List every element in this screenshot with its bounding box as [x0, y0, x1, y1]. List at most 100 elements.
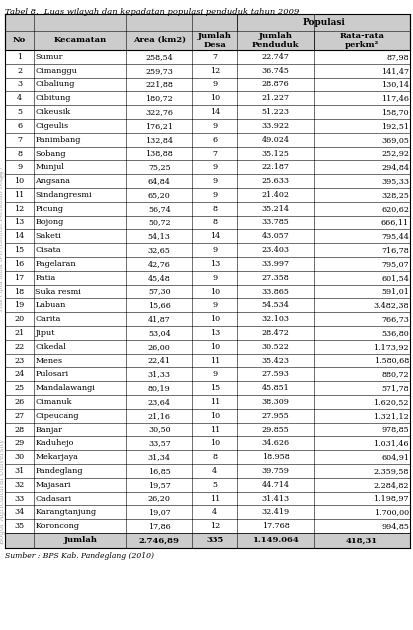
Text: 11: 11 — [210, 357, 220, 365]
Text: Koroncong: Koroncong — [36, 522, 79, 530]
Text: 620,62: 620,62 — [381, 205, 409, 213]
Text: 9: 9 — [17, 163, 22, 171]
Text: 28.472: 28.472 — [261, 329, 290, 337]
Text: 3: 3 — [17, 81, 22, 88]
Text: Kaduhejo: Kaduhejo — [36, 439, 74, 447]
Text: 13: 13 — [14, 219, 25, 227]
Text: 8: 8 — [212, 205, 217, 213]
Text: 22.747: 22.747 — [261, 53, 290, 61]
Bar — [5, 519, 410, 533]
Text: 15: 15 — [210, 384, 220, 392]
Text: 666,11: 666,11 — [381, 219, 409, 227]
Text: 7: 7 — [212, 149, 217, 158]
Text: 11: 11 — [14, 191, 25, 199]
Text: Sumber : BPS Kab. Pandeglang (2010): Sumber : BPS Kab. Pandeglang (2010) — [5, 552, 154, 560]
Text: 536,80: 536,80 — [381, 329, 409, 337]
Text: 33.997: 33.997 — [261, 260, 290, 268]
Text: ©: © — [0, 173, 6, 180]
Text: 418,31: 418,31 — [346, 537, 378, 544]
Text: 258,54: 258,54 — [145, 53, 173, 61]
Text: 80,19: 80,19 — [148, 384, 171, 392]
Text: Suka resmi: Suka resmi — [36, 287, 81, 295]
Text: Patia: Patia — [36, 273, 56, 282]
Text: 11: 11 — [210, 495, 220, 503]
Text: 9: 9 — [212, 246, 217, 254]
Bar — [5, 133, 410, 147]
Text: 35.423: 35.423 — [261, 357, 290, 365]
Text: 26,00: 26,00 — [148, 343, 171, 351]
Bar — [5, 367, 410, 381]
Text: 9: 9 — [212, 81, 217, 88]
Text: 23.403: 23.403 — [261, 246, 290, 254]
Bar — [5, 271, 410, 285]
Text: 9: 9 — [212, 301, 217, 309]
Text: 17.768: 17.768 — [262, 522, 290, 530]
Text: 766,73: 766,73 — [381, 315, 409, 323]
Text: 31.413: 31.413 — [261, 495, 290, 503]
Text: 132,84: 132,84 — [145, 135, 173, 144]
Text: Sindangresmi: Sindangresmi — [36, 191, 92, 199]
Text: 29.855: 29.855 — [262, 425, 290, 433]
Text: 176,21: 176,21 — [145, 122, 173, 130]
Text: 54.534: 54.534 — [261, 301, 290, 309]
Text: 25: 25 — [14, 384, 25, 392]
Text: Majasari: Majasari — [36, 481, 71, 489]
Text: 294,84: 294,84 — [381, 163, 409, 171]
Text: 221,88: 221,88 — [145, 81, 173, 88]
Text: Cibitung: Cibitung — [36, 94, 71, 102]
Text: 7: 7 — [17, 135, 22, 144]
Text: Populasi: Populasi — [302, 18, 345, 26]
Text: 45,48: 45,48 — [148, 273, 171, 282]
Text: 29: 29 — [14, 439, 25, 447]
Text: 180,72: 180,72 — [145, 94, 173, 102]
Text: 11: 11 — [210, 398, 220, 406]
Text: 25.633: 25.633 — [261, 177, 290, 185]
Text: 10: 10 — [210, 94, 220, 102]
Text: 42,76: 42,76 — [148, 260, 171, 268]
Text: Jumlah
Penduduk: Jumlah Penduduk — [252, 32, 299, 49]
Text: 117,46: 117,46 — [381, 94, 409, 102]
Text: 12: 12 — [210, 522, 220, 530]
Text: Bogor Agricultural University: Bogor Agricultural University — [0, 438, 6, 544]
Text: 30.522: 30.522 — [261, 343, 290, 351]
Text: 17: 17 — [14, 273, 25, 282]
Bar — [5, 215, 410, 229]
Text: Cimanggu: Cimanggu — [36, 67, 77, 75]
Text: 369,05: 369,05 — [381, 135, 409, 144]
Text: 9: 9 — [212, 177, 217, 185]
Text: 4: 4 — [17, 94, 22, 102]
Text: 3.482,38: 3.482,38 — [373, 301, 409, 309]
Text: 26,20: 26,20 — [148, 495, 171, 503]
Text: 14: 14 — [14, 232, 25, 240]
Text: 8: 8 — [212, 453, 217, 461]
Text: 51.223: 51.223 — [261, 108, 290, 116]
Bar — [5, 119, 410, 133]
Text: Cisata: Cisata — [36, 246, 61, 254]
Text: 1.580,68: 1.580,68 — [374, 357, 409, 365]
Text: 44.714: 44.714 — [261, 481, 290, 489]
Text: Area (km2): Area (km2) — [133, 37, 186, 44]
Text: 31,33: 31,33 — [148, 370, 171, 378]
Text: Cimanuk: Cimanuk — [36, 398, 72, 406]
Text: 75,25: 75,25 — [148, 163, 171, 171]
Text: 19,07: 19,07 — [148, 508, 171, 517]
Text: 15: 15 — [14, 246, 25, 254]
Bar — [5, 409, 410, 423]
Bar — [5, 105, 410, 119]
Text: Tabel 8.  Luas wilayah dan kepadatan populasi penduduk tahun 2009: Tabel 8. Luas wilayah dan kepadatan popu… — [5, 8, 299, 16]
Text: 1.700,00: 1.700,00 — [374, 508, 409, 517]
Bar — [5, 450, 410, 464]
Text: 9: 9 — [212, 191, 217, 199]
Text: 4: 4 — [212, 508, 217, 517]
Text: 35: 35 — [14, 522, 25, 530]
Text: Hak cipta milik IPB (Institut Pertanian Bogor): Hak cipta milik IPB (Institut Pertanian … — [0, 168, 5, 311]
Bar — [5, 64, 410, 77]
Text: 9: 9 — [212, 273, 217, 282]
Text: 33.785: 33.785 — [262, 219, 290, 227]
Bar — [5, 478, 410, 491]
Text: 16: 16 — [14, 260, 25, 268]
Text: 880,72: 880,72 — [381, 370, 409, 378]
Text: 13: 13 — [210, 260, 220, 268]
Bar — [5, 423, 410, 437]
Text: Kecamatan: Kecamatan — [54, 37, 107, 44]
